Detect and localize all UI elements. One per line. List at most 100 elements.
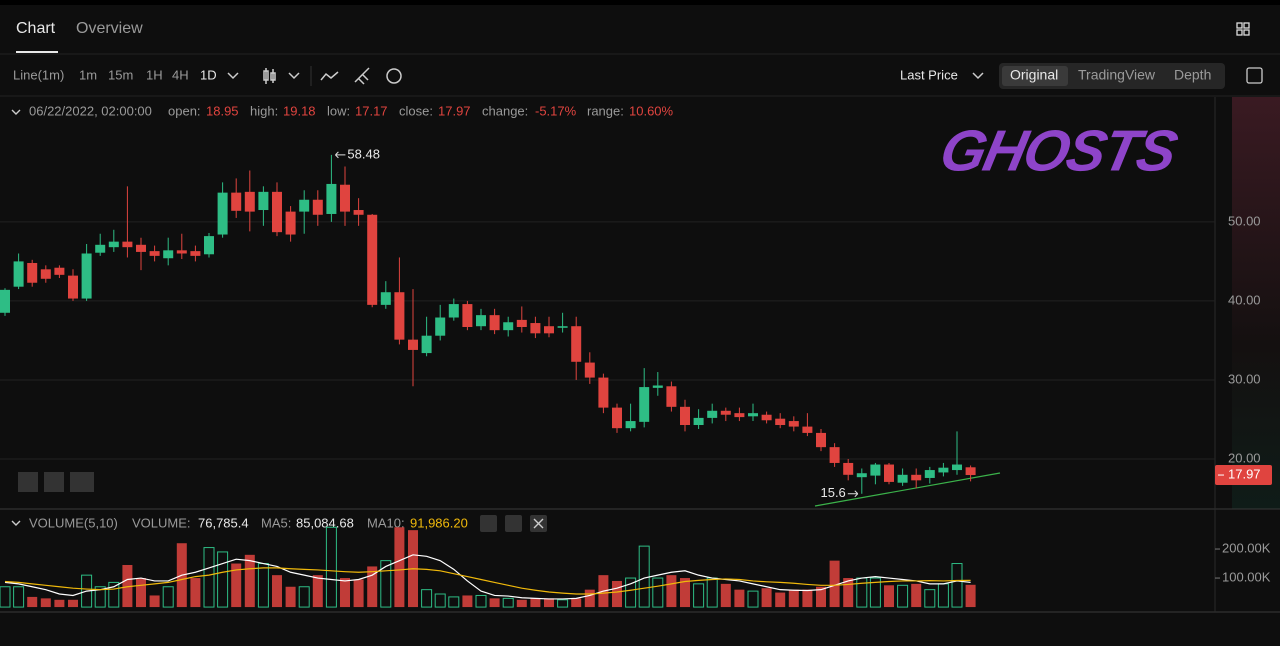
candle-body [231, 192, 242, 211]
volume-bar [108, 581, 120, 608]
volume-bar [0, 586, 11, 608]
draw-icon[interactable] [354, 67, 370, 85]
dropdown-icon[interactable] [972, 72, 984, 80]
interval[interactable]: Line(1m) [13, 67, 64, 82]
layout-icon[interactable] [1236, 22, 1250, 36]
legend-label: MA5: [261, 515, 291, 530]
volume-bar [911, 583, 922, 608]
price-tag [1215, 465, 1272, 486]
volume-bar [951, 563, 963, 608]
fullscreen-icon[interactable] [1246, 67, 1263, 84]
info-value: 17.97 [438, 103, 471, 118]
volume-bar [502, 597, 514, 608]
volume-bar [380, 560, 392, 608]
candle-body [163, 250, 174, 259]
tab[interactable]: Chart [16, 20, 56, 37]
candle-body [503, 322, 514, 331]
candle-type-icon[interactable] [263, 68, 300, 84]
view-option[interactable]: Original [1010, 67, 1058, 83]
view-option[interactable]: Depth [1174, 67, 1211, 83]
candle-body [489, 315, 500, 331]
candle-body [54, 267, 65, 275]
volume-bar [530, 598, 541, 608]
volume-bar [94, 586, 106, 608]
arrow [847, 490, 859, 498]
y-tick-label: 200.00K [1222, 540, 1271, 555]
tab[interactable]: Overview [76, 20, 143, 37]
interval[interactable]: 1m [79, 67, 97, 82]
candle-body [380, 292, 391, 305]
candle-body [911, 474, 922, 481]
y-tick-label: 40.00 [1228, 292, 1261, 307]
trend-line [814, 472, 1001, 507]
candle-body [340, 184, 350, 212]
info-value: 17.17 [355, 103, 388, 118]
volume-bar [802, 589, 813, 608]
candle-body [95, 244, 106, 253]
info-label: open: [168, 103, 201, 118]
candle-body [775, 418, 786, 426]
arrow [335, 151, 346, 159]
info-label: low: [327, 103, 350, 118]
settings-icon[interactable] [386, 68, 402, 84]
volume-bar [869, 577, 881, 608]
interval[interactable]: 1D [200, 67, 217, 82]
candle-body [0, 289, 10, 313]
candle-body [122, 241, 133, 248]
volume-bar [367, 566, 378, 608]
candle-body [68, 275, 78, 299]
volume-bar [584, 589, 595, 608]
volume-bar [666, 575, 677, 608]
candle-body [571, 326, 582, 362]
interval[interactable]: 4H [172, 67, 189, 82]
info-label: change: [482, 103, 528, 118]
volume-bar [462, 595, 473, 608]
dropdown-icon[interactable] [227, 72, 239, 80]
view-option[interactable]: TradingView [1078, 67, 1156, 83]
info-value: 10.60% [629, 103, 674, 118]
volume-bar [421, 589, 433, 608]
volume-bar [775, 592, 786, 608]
high-label: 58.48 [347, 146, 380, 161]
candle-body [829, 447, 840, 463]
interval[interactable]: 15m [108, 67, 133, 82]
volume-bar [353, 579, 364, 608]
eye-icon[interactable] [480, 515, 497, 532]
price-tag-label: 17.97 [1228, 466, 1261, 481]
price-type[interactable]: Last Price [900, 67, 958, 82]
candle-body [435, 317, 446, 336]
candle-body [353, 210, 364, 215]
candle-body [476, 315, 486, 327]
indicator-icon[interactable] [320, 71, 339, 81]
volume-bar [747, 590, 759, 608]
candle-body [680, 406, 690, 426]
volume-bar [448, 596, 460, 608]
y-tick-label: 100.00K [1222, 569, 1271, 584]
collapse-icon[interactable] [11, 520, 21, 526]
candle-body [40, 269, 51, 279]
candle-body [584, 362, 595, 378]
settings-icon[interactable] [505, 515, 522, 532]
exchange-logo [18, 472, 94, 492]
candle-body [707, 410, 718, 418]
volume-bar [680, 578, 690, 608]
volume-bar [557, 599, 569, 608]
y-tick-label: 20.00 [1228, 450, 1261, 465]
candle-body [13, 261, 24, 287]
volume-bar [325, 526, 337, 608]
candle-body [136, 244, 146, 252]
volume-bar [40, 598, 51, 608]
volume-bar [162, 586, 174, 608]
volume-bar [489, 598, 500, 608]
interval[interactable]: 1H [146, 67, 163, 82]
ma-line [4, 567, 971, 595]
collapse-icon[interactable] [11, 109, 21, 115]
candle-body [938, 467, 949, 473]
volume-bar [924, 589, 936, 608]
volume-bar [244, 554, 255, 608]
volume-bar [190, 578, 201, 608]
volume-bar [136, 578, 146, 608]
volume-bar [788, 589, 799, 608]
candle-body [788, 421, 799, 427]
volume-bar [884, 585, 894, 608]
